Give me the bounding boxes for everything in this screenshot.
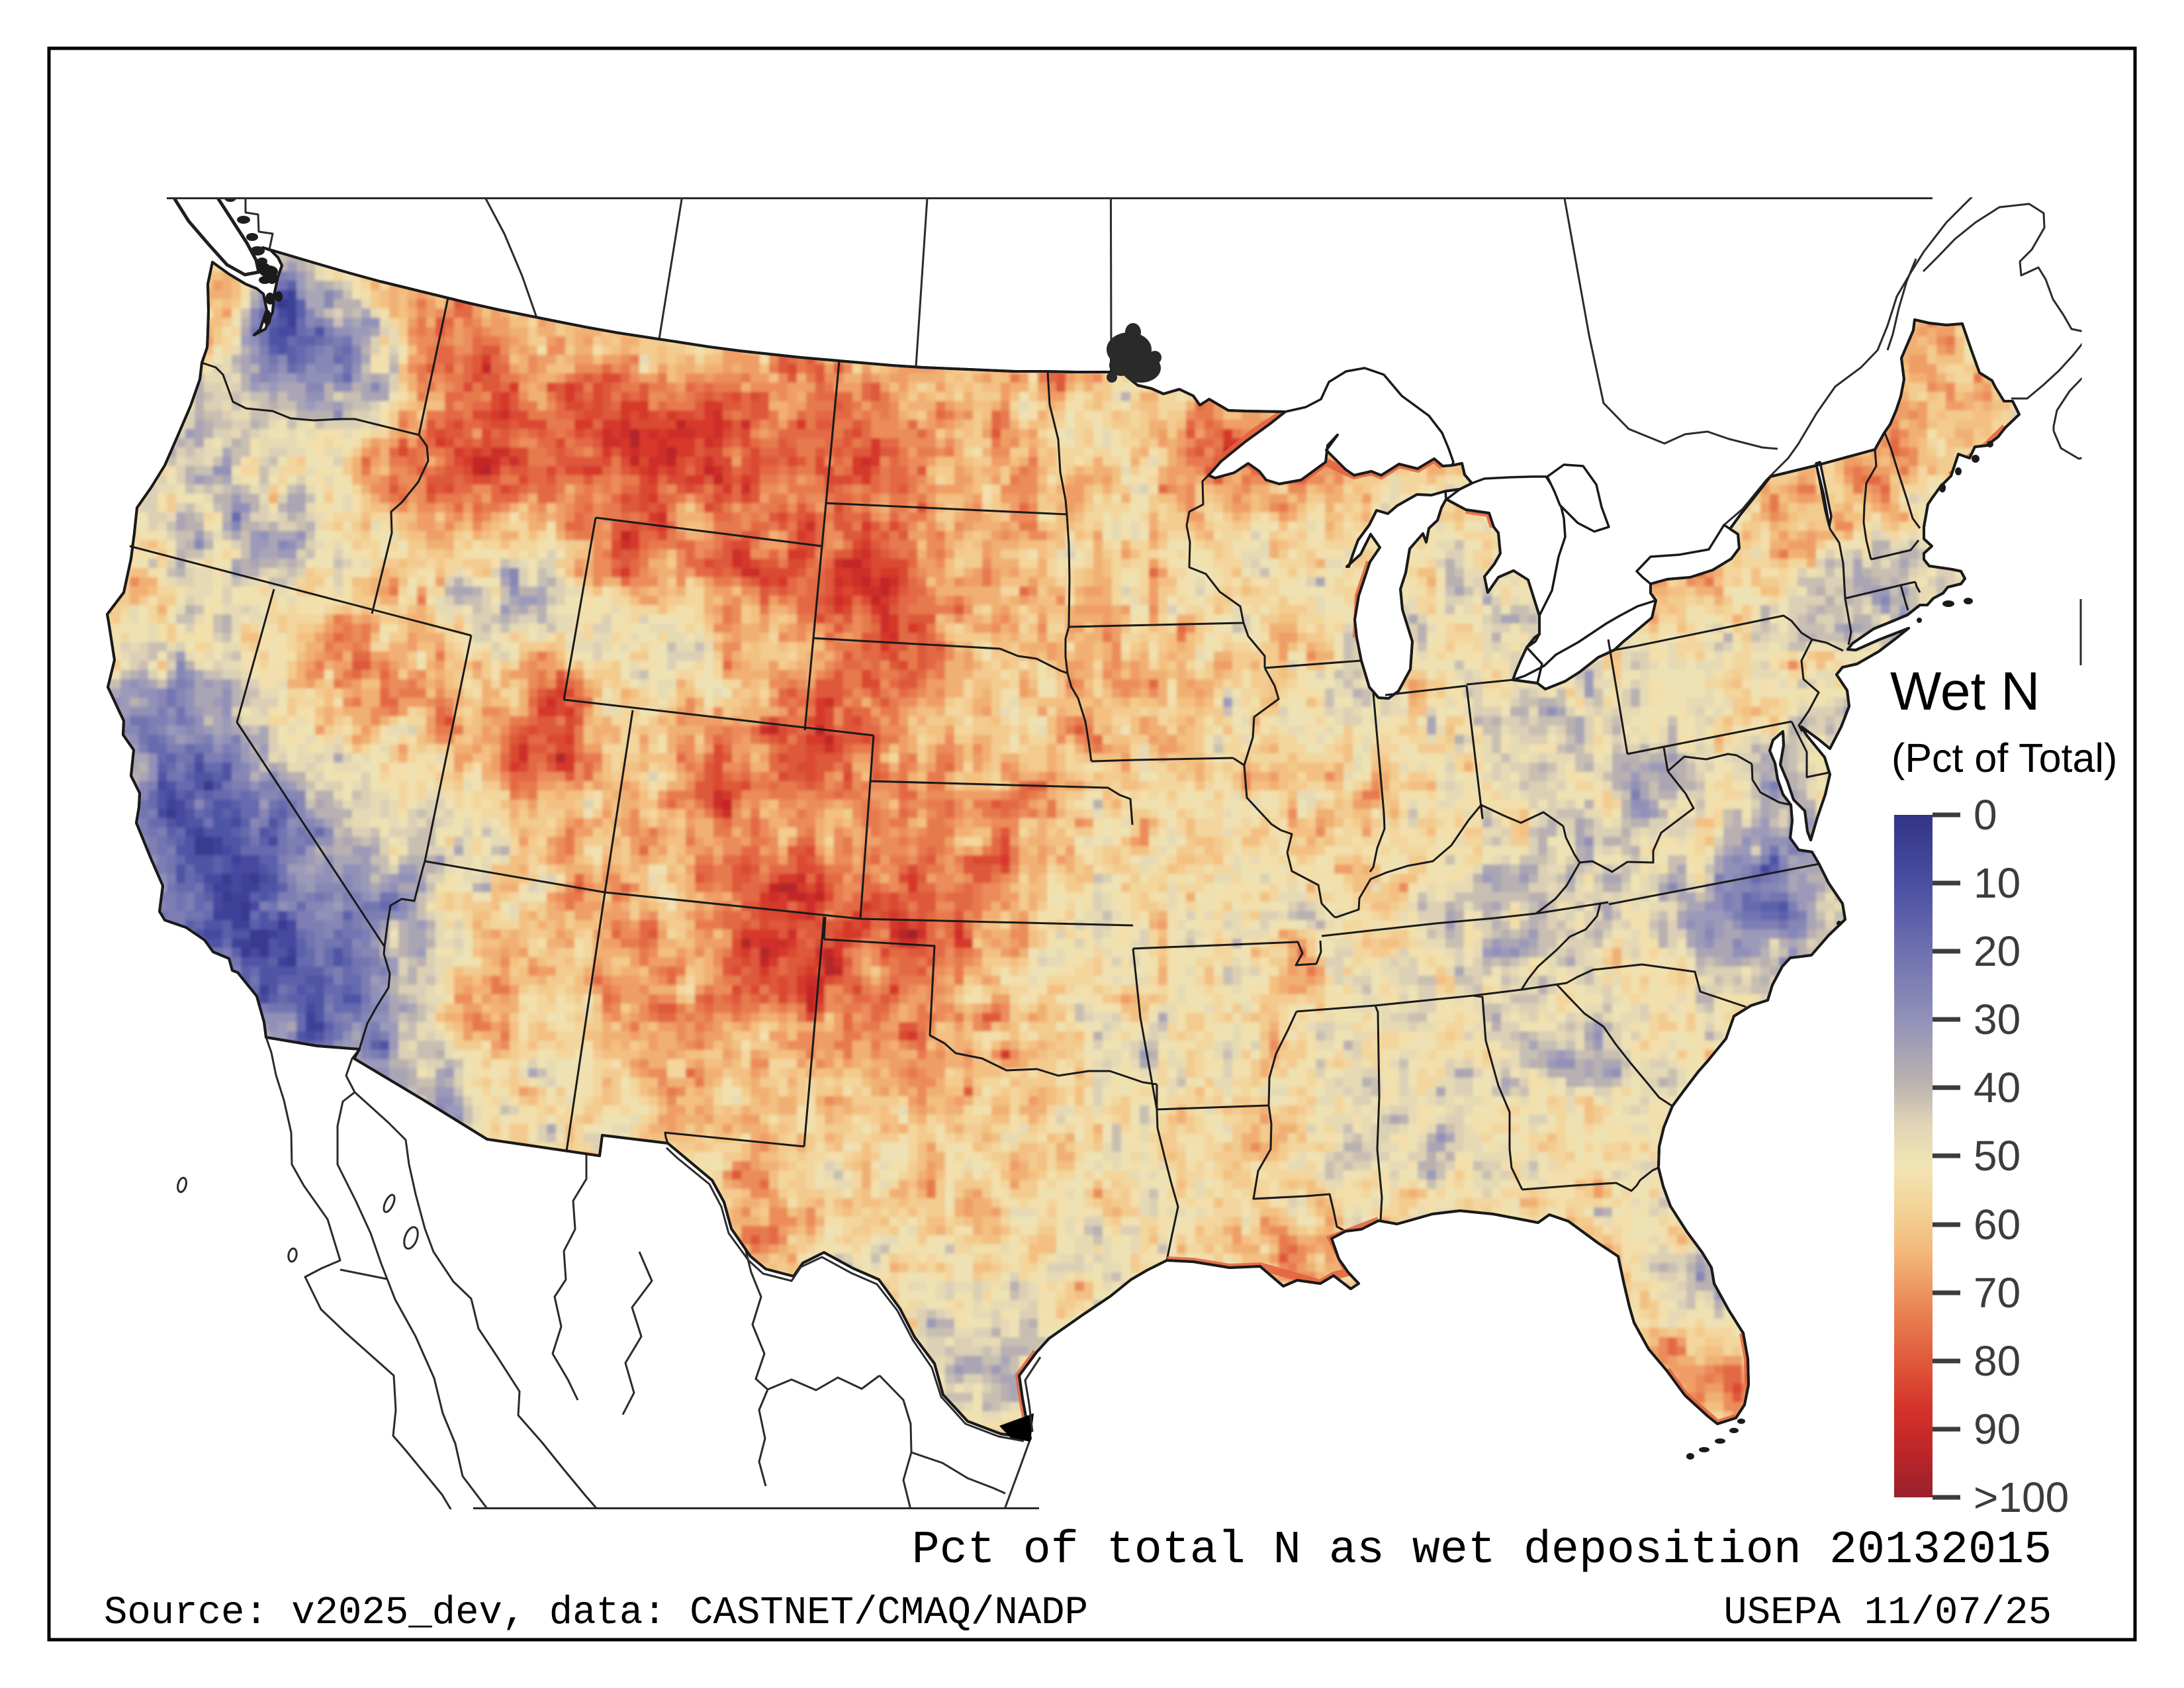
svg-text:0: 0 [1974, 791, 1997, 839]
svg-text:70: 70 [1974, 1269, 2021, 1317]
svg-text:50: 50 [1974, 1132, 2021, 1180]
svg-text:40: 40 [1974, 1064, 2021, 1111]
svg-text:Pct of total N as wet depositi: Pct of total N as wet deposition 2013201… [912, 1524, 2052, 1577]
svg-text:90: 90 [1974, 1405, 2021, 1453]
svg-text:Wet N: Wet N [1890, 661, 2040, 722]
svg-text:30: 30 [1974, 996, 2021, 1043]
svg-text:(Pct of Total): (Pct of Total) [1891, 735, 2117, 780]
svg-text:80: 80 [1974, 1337, 2021, 1385]
svg-text:USEPA 11/07/25: USEPA 11/07/25 [1723, 1591, 2052, 1635]
svg-text:Source: v2025_dev, data: CASTN: Source: v2025_dev, data: CASTNET/CMAQ/NA… [104, 1591, 1088, 1635]
svg-text:>100: >100 [1974, 1474, 2069, 1521]
svg-text:10: 10 [1974, 859, 2021, 907]
svg-text:20: 20 [1974, 927, 2021, 975]
svg-text:60: 60 [1974, 1201, 2021, 1248]
